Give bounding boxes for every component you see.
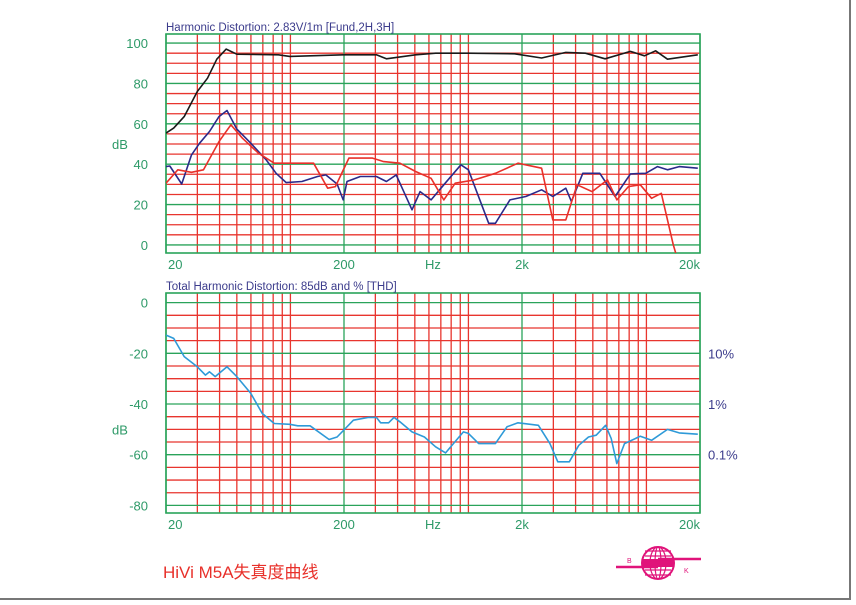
chart-title: Harmonic Distortion: 2.83V/1m [Fund,2H,3…	[166, 22, 394, 34]
x-axis-label: Hz	[425, 517, 441, 532]
x-tick-label: 2k	[515, 257, 529, 272]
series-group	[166, 48, 698, 253]
y-axis-label: dB	[112, 137, 128, 152]
y-tick-label: -60	[129, 448, 148, 463]
x-tick-label: 20	[168, 517, 182, 532]
y-tick-label: -20	[129, 346, 148, 361]
plot-border	[165, 33, 701, 254]
right-tick-label: 10%	[708, 346, 734, 361]
y-axis-label: dB	[112, 422, 128, 437]
y-tick-label: 40	[134, 157, 148, 172]
logo-letter-k: K	[684, 568, 689, 575]
y-tick-label: 20	[134, 198, 148, 213]
series-group	[166, 334, 698, 465]
x-tick-label: 20	[168, 257, 182, 272]
right-tick-label: 1%	[708, 397, 727, 412]
chart-title: Total Harmonic Distortion: 85dB and % [T…	[166, 281, 397, 293]
bk-logo: BK	[616, 546, 701, 580]
logo-letter-b: B	[627, 558, 632, 565]
right-tick-label: 0.1%	[708, 448, 738, 463]
chart-harmonic: Harmonic Distortion: 2.83V/1m [Fund,2H,3…	[112, 22, 701, 272]
y-tick-label: 80	[134, 76, 148, 91]
x-tick-label: 20k	[679, 517, 700, 532]
series-fund-line	[166, 48, 698, 134]
caption: HiVi M5A失真度曲线	[163, 563, 319, 582]
logo-band	[642, 559, 674, 567]
x-tick-label: 20k	[679, 257, 700, 272]
x-axis-label: Hz	[425, 257, 441, 272]
series-2h-line	[166, 109, 698, 225]
y-tick-label: -40	[129, 397, 148, 412]
series-thd-line	[166, 334, 698, 465]
x-tick-label: 200	[333, 517, 355, 532]
x-tick-label: 200	[333, 257, 355, 272]
series-3h-line	[166, 124, 677, 253]
y-tick-label: 100	[126, 36, 148, 51]
y-tick-label: 0	[141, 238, 148, 253]
y-tick-label: -80	[129, 498, 148, 513]
x-tick-label: 2k	[515, 517, 529, 532]
chart-thd: Total Harmonic Distortion: 85dB and % [T…	[112, 281, 738, 532]
plot-border	[165, 292, 701, 514]
y-tick-label: 60	[134, 117, 148, 132]
y-tick-label: 0	[141, 296, 148, 311]
